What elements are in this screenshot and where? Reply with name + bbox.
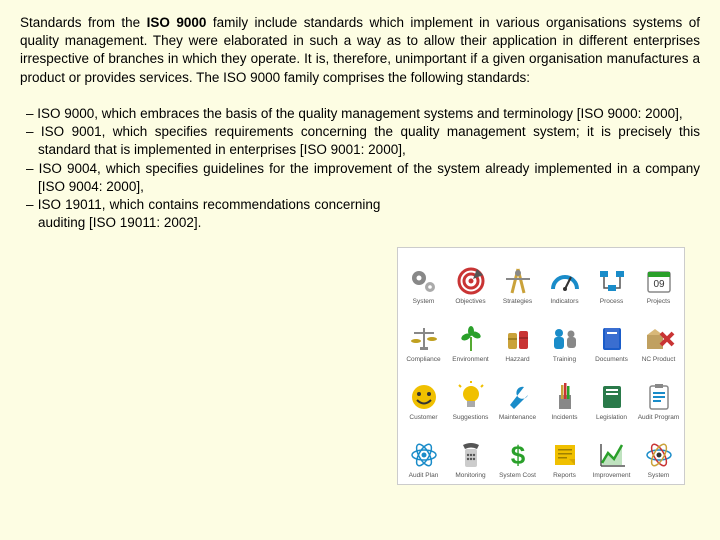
icon-cell: Improvement bbox=[589, 425, 634, 481]
icon-cell: Process bbox=[589, 251, 634, 307]
icon-label: NC Product bbox=[642, 357, 676, 365]
icon-cell: Maintenance bbox=[495, 367, 540, 423]
note-icon bbox=[549, 439, 581, 471]
book-icon bbox=[596, 323, 628, 355]
icon-cell: Documents bbox=[589, 309, 634, 365]
icon-cell: Environment bbox=[448, 309, 493, 365]
icon-cell: Monitoring bbox=[448, 425, 493, 481]
list-item: – ISO 9004, which specifies guidelines f… bbox=[20, 160, 700, 196]
icon-label: Hazzard bbox=[505, 357, 529, 365]
icon-label: Documents bbox=[595, 357, 628, 365]
bulb-icon bbox=[455, 381, 487, 413]
wrench-icon bbox=[502, 381, 534, 413]
icon-cell: Indicators bbox=[542, 251, 587, 307]
icon-label: Indicators bbox=[550, 299, 578, 307]
clipboard-icon bbox=[643, 381, 675, 413]
flow-icon bbox=[596, 265, 628, 297]
people-icon bbox=[549, 323, 581, 355]
icon-cell: Audit Program bbox=[636, 367, 681, 423]
icon-label: Training bbox=[553, 357, 576, 365]
gauge-icon bbox=[549, 265, 581, 297]
icon-label: Improvement bbox=[593, 473, 631, 481]
icon-label: Legislation bbox=[596, 415, 627, 423]
icon-label: Compliance bbox=[406, 357, 440, 365]
standards-list: – ISO 9000, which embraces the basis of … bbox=[20, 105, 700, 233]
intro-pre: Standards from the bbox=[20, 15, 147, 30]
gears-icon bbox=[408, 265, 440, 297]
dollar-icon: $ bbox=[502, 439, 534, 471]
icon-label: Process bbox=[600, 299, 623, 307]
icon-label: Objectives bbox=[455, 299, 485, 307]
icon-label: Maintenance bbox=[499, 415, 536, 423]
icon-cell: Audit Plan bbox=[401, 425, 446, 481]
calendar-icon: 09 bbox=[643, 265, 675, 297]
icon-label: System bbox=[648, 473, 670, 481]
phone-icon bbox=[455, 439, 487, 471]
icon-matrix: System Objectives Strategies Indicators Proc… bbox=[397, 247, 685, 485]
icon-label: Projects bbox=[647, 299, 670, 307]
box-x-icon bbox=[643, 323, 675, 355]
icon-cell: Reports bbox=[542, 425, 587, 481]
book2-icon bbox=[596, 381, 628, 413]
icon-label: Reports bbox=[553, 473, 576, 481]
icon-label: Suggestions bbox=[453, 415, 489, 423]
intro-paragraph: Standards from the ISO 9000 family inclu… bbox=[20, 14, 700, 87]
atom-icon bbox=[408, 439, 440, 471]
icon-label: System bbox=[413, 299, 435, 307]
icon-cell: Training bbox=[542, 309, 587, 365]
compass-icon bbox=[502, 265, 534, 297]
icon-cell: Objectives bbox=[448, 251, 493, 307]
icon-label: Audit Plan bbox=[409, 473, 439, 481]
icon-cell: Legislation bbox=[589, 367, 634, 423]
icon-label: Incidents bbox=[551, 415, 577, 423]
pencils-icon bbox=[549, 381, 581, 413]
icon-cell: NC Product bbox=[636, 309, 681, 365]
list-item: – ISO 19011, which contains recommendati… bbox=[20, 196, 380, 232]
list-item: – ISO 9000, which embraces the basis of … bbox=[20, 105, 700, 123]
icon-cell: Hazzard bbox=[495, 309, 540, 365]
icon-label: Customer bbox=[409, 415, 437, 423]
icon-cell: $ System Cost bbox=[495, 425, 540, 481]
icon-cell: Incidents bbox=[542, 367, 587, 423]
icon-label: Strategies bbox=[503, 299, 532, 307]
scale-icon bbox=[408, 323, 440, 355]
icon-cell: System bbox=[636, 425, 681, 481]
plant-icon bbox=[455, 323, 487, 355]
svg-text:09: 09 bbox=[653, 279, 665, 290]
intro-bold: ISO 9000 bbox=[147, 15, 207, 30]
icon-cell: Customer bbox=[401, 367, 446, 423]
icon-cell: System bbox=[401, 251, 446, 307]
list-item: – ISO 9001, which specifies requirements… bbox=[20, 123, 700, 159]
barrels-icon bbox=[502, 323, 534, 355]
icon-label: Monitoring bbox=[455, 473, 485, 481]
icon-label: System Cost bbox=[499, 473, 536, 481]
icon-cell: 09 Projects bbox=[636, 251, 681, 307]
icon-label: Audit Program bbox=[638, 415, 680, 423]
svg-text:$: $ bbox=[510, 440, 525, 470]
icon-cell: Compliance bbox=[401, 309, 446, 365]
atom2-icon bbox=[643, 439, 675, 471]
icon-label: Environment bbox=[452, 357, 489, 365]
icon-cell: Strategies bbox=[495, 251, 540, 307]
icon-cell: Suggestions bbox=[448, 367, 493, 423]
smile-icon bbox=[408, 381, 440, 413]
target-icon bbox=[455, 265, 487, 297]
chart-icon bbox=[596, 439, 628, 471]
